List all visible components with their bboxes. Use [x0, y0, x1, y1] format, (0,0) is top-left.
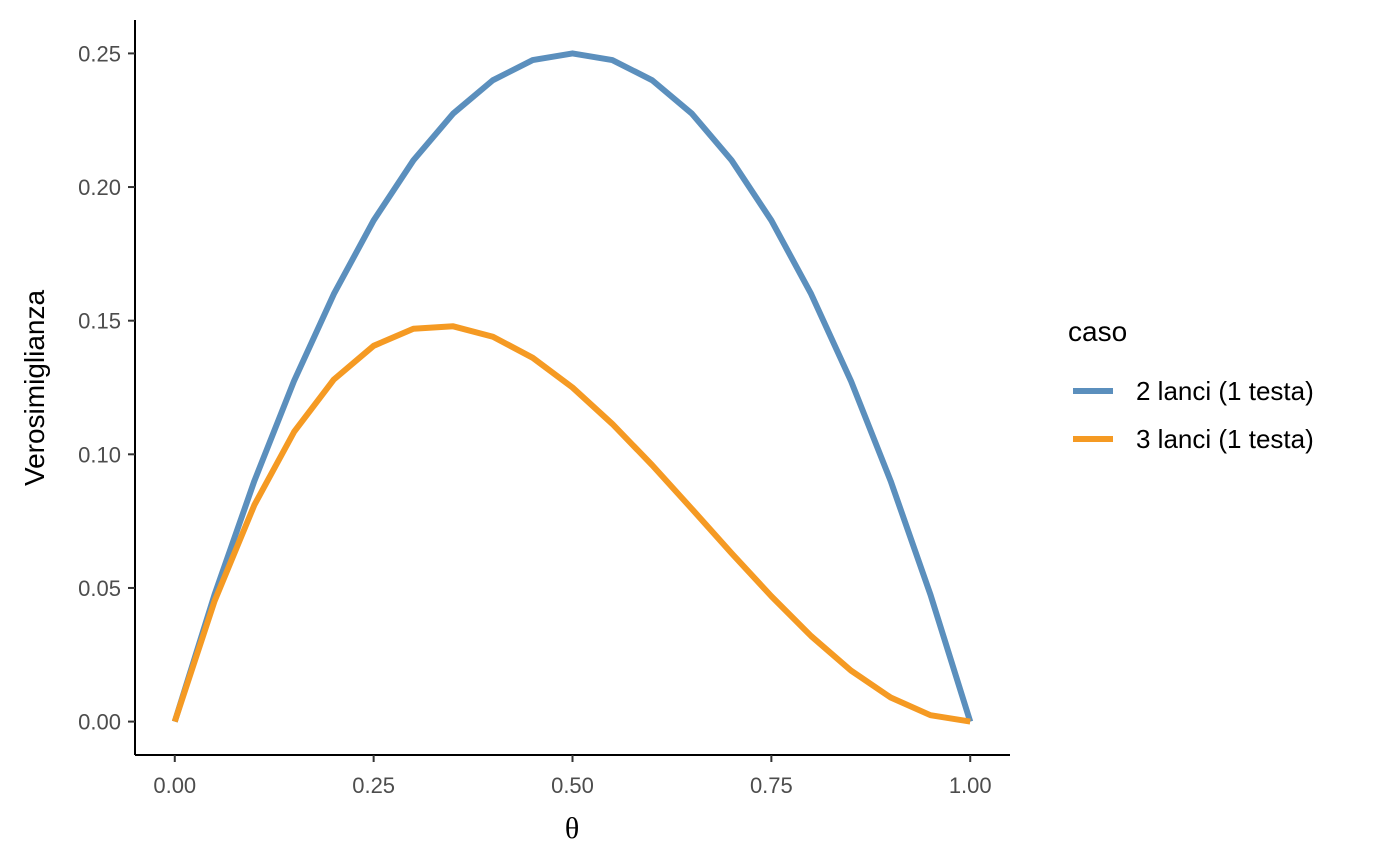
y-tick-label: 0.25 — [78, 41, 121, 66]
y-tick-label: 0.05 — [78, 576, 121, 601]
x-tick-label: 0.25 — [352, 773, 395, 798]
x-tick-label: 0.50 — [551, 773, 594, 798]
y-tick-label: 0.10 — [78, 442, 121, 467]
series-line-2 — [171, 323, 971, 725]
x-tick-label: 0.75 — [750, 773, 793, 798]
y-tick-label: 0.20 — [78, 175, 121, 200]
legend-label-1: 2 lanci (1 testa) — [1136, 376, 1314, 406]
x-axis-title: θ — [565, 812, 579, 845]
legend-label-2: 3 lanci (1 testa) — [1136, 424, 1314, 454]
x-axis-ticks: 0.00 0.25 0.50 0.75 1.00 — [153, 755, 992, 798]
y-tick-label: 0.15 — [78, 309, 121, 334]
legend: caso 2 lanci (1 testa) 3 lanci (1 testa) — [1068, 316, 1314, 454]
y-tick-label: 0.00 — [78, 710, 121, 735]
series-line-1 — [171, 50, 974, 723]
legend-title: caso — [1068, 316, 1127, 347]
y-axis-title: Verosimiglianza — [19, 290, 50, 487]
y-axis-ticks: 0.00 0.05 0.10 0.15 0.20 0.25 — [78, 41, 135, 735]
x-tick-label: 0.00 — [153, 773, 196, 798]
plot-lines — [171, 50, 974, 725]
x-tick-label: 1.00 — [949, 773, 992, 798]
